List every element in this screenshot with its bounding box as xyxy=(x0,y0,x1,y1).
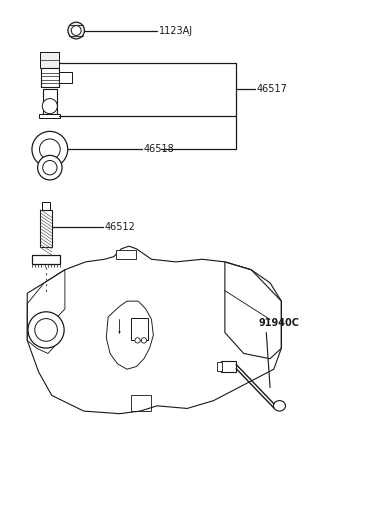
Ellipse shape xyxy=(141,338,147,343)
Ellipse shape xyxy=(274,400,285,411)
Ellipse shape xyxy=(37,156,62,180)
Bar xyxy=(32,255,60,264)
Bar xyxy=(131,318,148,340)
Bar xyxy=(42,202,50,217)
Bar xyxy=(40,209,52,248)
Ellipse shape xyxy=(68,22,84,39)
Text: 46517: 46517 xyxy=(257,84,288,94)
Bar xyxy=(217,362,222,371)
Bar xyxy=(40,52,59,68)
Ellipse shape xyxy=(32,131,68,167)
Bar xyxy=(221,361,236,372)
Text: 46512: 46512 xyxy=(104,222,135,232)
Bar xyxy=(41,68,59,87)
Bar xyxy=(116,250,136,259)
Bar xyxy=(39,114,60,118)
Ellipse shape xyxy=(28,312,64,348)
Text: 91940C: 91940C xyxy=(259,318,300,329)
Ellipse shape xyxy=(42,98,57,114)
Ellipse shape xyxy=(39,139,60,160)
Ellipse shape xyxy=(71,25,81,35)
Ellipse shape xyxy=(35,318,57,341)
Bar xyxy=(59,72,72,84)
Bar xyxy=(131,395,152,411)
Ellipse shape xyxy=(135,338,140,343)
Text: 46518: 46518 xyxy=(144,144,175,154)
Bar xyxy=(43,89,57,114)
Text: 1123AJ: 1123AJ xyxy=(159,25,193,35)
Ellipse shape xyxy=(43,160,57,175)
